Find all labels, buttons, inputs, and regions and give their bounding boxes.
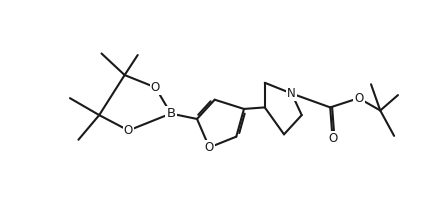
Text: O: O (151, 81, 160, 94)
Text: B: B (166, 107, 175, 120)
Text: O: O (205, 141, 214, 154)
Text: N: N (287, 87, 296, 100)
Text: O: O (354, 92, 363, 105)
Text: O: O (328, 132, 337, 145)
Text: O: O (124, 124, 133, 137)
